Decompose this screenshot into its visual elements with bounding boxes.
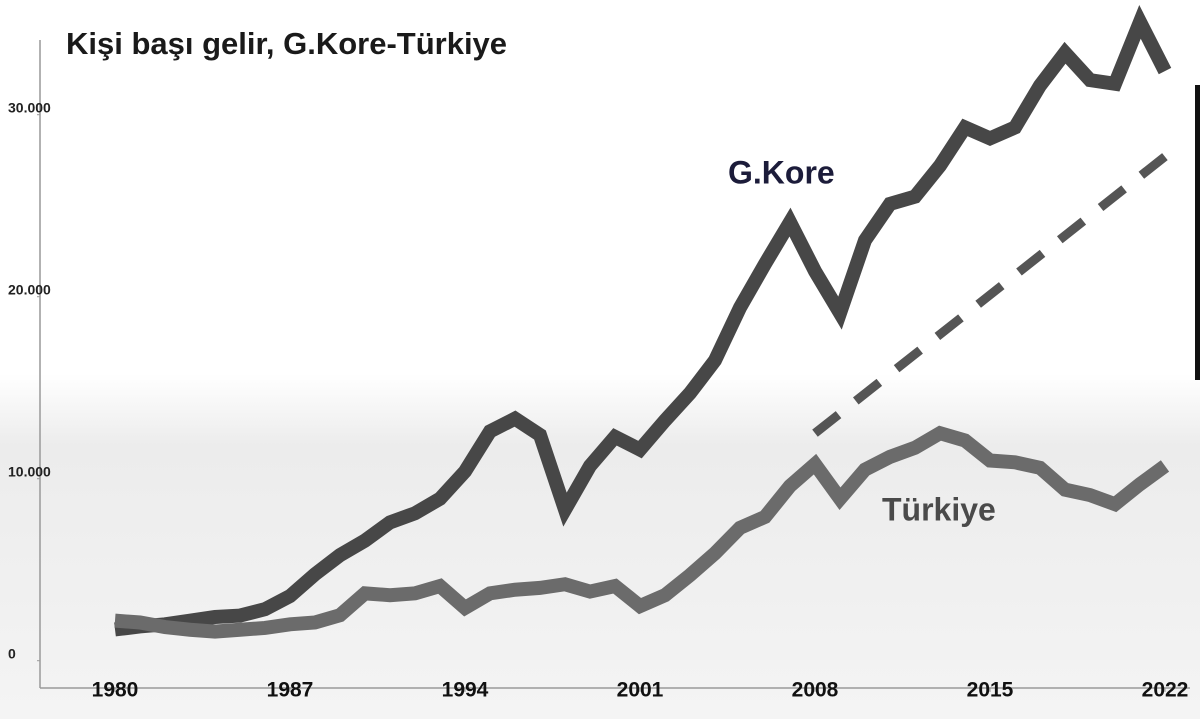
- x-tick-label: 1994: [442, 679, 489, 702]
- series-line: [114, 425, 1170, 639]
- edge-bar: [1195, 85, 1200, 380]
- x-tick-label: 2001: [617, 679, 664, 702]
- y-tick-label: 20.000: [8, 281, 51, 297]
- series-label: Türkiye: [882, 491, 996, 527]
- y-tick-label: 0: [8, 645, 16, 661]
- series-line: [114, 5, 1172, 637]
- x-tick-label: 1987: [267, 679, 314, 702]
- x-tick-label: 2008: [792, 679, 839, 702]
- x-tick-label: 2015: [967, 679, 1014, 702]
- trend-line: [812, 153, 1168, 437]
- y-tick-label: 10.000: [8, 463, 51, 479]
- series-label: G.Kore: [728, 154, 835, 190]
- x-tick-label: 2022: [1142, 679, 1189, 702]
- y-tick-label: 30.000: [8, 99, 51, 115]
- chart-title: Kişi başı gelir, G.Kore-Türkiye: [66, 26, 507, 61]
- x-tick-label: 1980: [92, 679, 139, 702]
